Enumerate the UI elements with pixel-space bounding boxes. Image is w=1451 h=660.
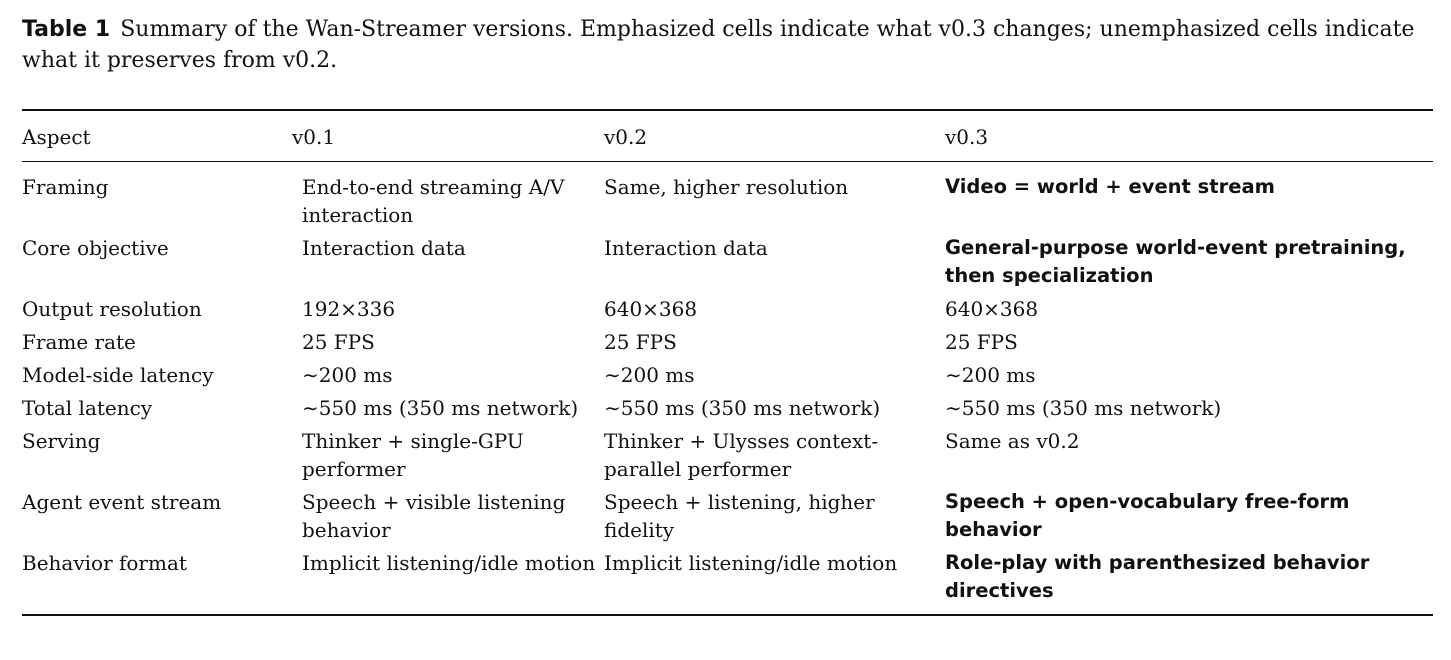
cell-aspect: Framing bbox=[22, 175, 109, 199]
table-row: Behavior format Implicit listening/idle m… bbox=[22, 547, 1433, 615]
header-v01: v0.1 bbox=[292, 125, 336, 149]
cell-v03: ∼550 ms (350 ms network) bbox=[945, 396, 1222, 420]
cell-v01: End-to-end streaming A/V interaction bbox=[302, 175, 565, 227]
cell-aspect: Frame rate bbox=[22, 330, 136, 354]
versions-table: Aspect v0.1 v0.2 v0.3 Framing End-to-end … bbox=[22, 109, 1433, 616]
cell-aspect: Total latency bbox=[22, 396, 153, 420]
cell-v01: Thinker + single-GPU performer bbox=[302, 429, 524, 481]
table-row: Output resolution 192×336 640×368 640×368 bbox=[22, 293, 1433, 326]
header-v02: v0.2 bbox=[604, 125, 648, 149]
cell-aspect: Agent event stream bbox=[22, 490, 222, 514]
table-caption: Table 1 Summary of the Wan-Streamer versi… bbox=[22, 14, 1434, 76]
cell-aspect: Output resolution bbox=[22, 297, 202, 321]
cell-v02: 25 FPS bbox=[604, 330, 677, 354]
cell-v03: Video = world + event stream bbox=[945, 175, 1275, 198]
cell-v01: Speech + visible listening behavior bbox=[302, 490, 566, 542]
cell-v03: ∼200 ms bbox=[945, 363, 1036, 387]
cell-v01: 192×336 bbox=[302, 297, 396, 321]
cell-v02: Implicit listening/idle motion bbox=[604, 551, 898, 575]
cell-aspect: Behavior format bbox=[22, 551, 187, 575]
cell-v03: Role-play with parenthesized behavior di… bbox=[945, 551, 1370, 602]
cell-v03: Speech + open-vocabulary free-form behav… bbox=[945, 490, 1350, 541]
cell-v01: Interaction data bbox=[302, 236, 466, 260]
cell-v02: Thinker + Ulysses context-parallel perfo… bbox=[604, 429, 879, 481]
cell-aspect: Serving bbox=[22, 429, 101, 453]
table-row: Core objective Interaction data Interactio… bbox=[22, 232, 1433, 293]
cell-v02: Same, higher resolution bbox=[604, 175, 849, 199]
cell-v03: General-purpose world-event pretraining,… bbox=[945, 236, 1406, 287]
cell-v03: 25 FPS bbox=[945, 330, 1018, 354]
cell-v02: Speech + listening, higher fidelity bbox=[604, 490, 875, 542]
cell-v03: Same as v0.2 bbox=[945, 429, 1080, 453]
caption-text: Summary of the Wan-Streamer versions. Em… bbox=[22, 17, 1415, 73]
table-row: Model-side latency ∼200 ms ∼200 ms ∼200 ms bbox=[22, 359, 1433, 392]
cell-aspect: Model-side latency bbox=[22, 363, 214, 387]
table-row: Frame rate 25 FPS 25 FPS 25 FPS bbox=[22, 326, 1433, 359]
header-aspect: Aspect bbox=[22, 125, 91, 149]
cell-v01: ∼200 ms bbox=[302, 363, 393, 387]
table-row: Framing End-to-end streaming A/V interact… bbox=[22, 162, 1433, 232]
table-row: Total latency ∼550 ms (350 ms network) ∼55… bbox=[22, 392, 1433, 425]
cell-v01: ∼550 ms (350 ms network) bbox=[302, 396, 579, 420]
cell-v03: 640×368 bbox=[945, 297, 1039, 321]
cell-v02: 640×368 bbox=[604, 297, 698, 321]
cell-v01: Implicit listening/idle motion bbox=[302, 551, 596, 575]
cell-v02: ∼550 ms (350 ms network) bbox=[604, 396, 881, 420]
table-row: Serving Thinker + single-GPU performer Thi… bbox=[22, 425, 1433, 486]
header-v03: v0.3 bbox=[945, 125, 989, 149]
table-header-row: Aspect v0.1 v0.2 v0.3 bbox=[22, 110, 1433, 162]
cell-v01: 25 FPS bbox=[302, 330, 375, 354]
caption-label: Table 1 bbox=[22, 17, 111, 42]
cell-v02: Interaction data bbox=[604, 236, 768, 260]
cell-aspect: Core objective bbox=[22, 236, 169, 260]
cell-v02: ∼200 ms bbox=[604, 363, 695, 387]
table-row: Agent event stream Speech + visible liste… bbox=[22, 486, 1433, 547]
